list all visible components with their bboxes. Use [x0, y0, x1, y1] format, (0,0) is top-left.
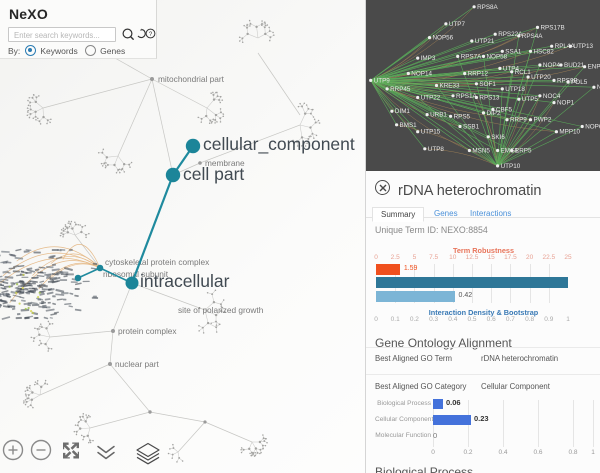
svg-text:cytoskeletal protein complex: cytoskeletal protein complex	[105, 257, 210, 267]
svg-text:KRE33: KRE33	[440, 83, 460, 90]
svg-text:SOF1: SOF1	[479, 81, 496, 88]
svg-text:cell part: cell part	[183, 164, 244, 184]
svg-text:DIM1: DIM1	[395, 108, 411, 115]
svg-text:cellular_component: cellular_component	[203, 134, 355, 155]
svg-text:POL5: POL5	[571, 79, 588, 86]
svg-text:UTP9: UTP9	[374, 77, 391, 84]
svg-text:IMP3: IMP3	[421, 55, 436, 62]
svg-text:HSC82: HSC82	[534, 48, 555, 55]
svg-text:DIP2: DIP2	[487, 110, 501, 117]
svg-text:intracellular: intracellular	[140, 271, 230, 291]
svg-text:UTP15: UTP15	[421, 129, 441, 136]
svg-text:SKI6: SKI6	[491, 134, 505, 141]
svg-text:UTP8: UTP8	[428, 146, 445, 153]
svg-text:RCL1: RCL1	[515, 69, 532, 76]
svg-text:NOP4: NOP4	[543, 62, 561, 69]
svg-text:SSB1: SSB1	[463, 124, 480, 131]
svg-text:RRP12: RRP12	[468, 71, 489, 78]
svg-text:NOP56: NOP56	[433, 35, 454, 42]
svg-text:UTP18: UTP18	[505, 86, 525, 93]
svg-text:RPS17B: RPS17B	[541, 24, 565, 31]
svg-text:UTP13: UTP13	[573, 43, 593, 50]
svg-text:nuclear part: nuclear part	[115, 359, 160, 369]
svg-text:mitochondrial part: mitochondrial part	[158, 74, 225, 84]
svg-text:UTP5: UTP5	[522, 96, 539, 103]
svg-text:UTP10: UTP10	[501, 163, 521, 170]
svg-text:RPS8A: RPS8A	[477, 4, 498, 11]
svg-text:UTP21: UTP21	[475, 38, 495, 45]
svg-text:NOP6: NOP6	[585, 124, 600, 131]
svg-text:MPP10: MPP10	[559, 129, 580, 136]
svg-text:protein complex: protein complex	[118, 326, 177, 336]
svg-text:UTP22: UTP22	[421, 95, 441, 102]
svg-text:SSA1: SSA1	[505, 48, 522, 55]
svg-text:RRP9: RRP9	[510, 117, 527, 124]
svg-text:RPS7A: RPS7A	[461, 53, 482, 60]
svg-text:RPL4A: RPL4A	[555, 43, 576, 50]
svg-text:site of polarized growth: site of polarized growth	[178, 305, 264, 315]
svg-text:ENP1: ENP1	[588, 64, 600, 71]
svg-text:RPS22A: RPS22A	[498, 31, 523, 38]
svg-text:UTP7: UTP7	[449, 21, 466, 28]
svg-text:BMS1: BMS1	[400, 122, 418, 129]
svg-text:RRP45: RRP45	[390, 86, 411, 93]
svg-text:URB1: URB1	[430, 112, 447, 119]
svg-text:NOP14: NOP14	[411, 71, 432, 78]
svg-text:MSN5: MSN5	[472, 148, 490, 155]
svg-text:RPS4A: RPS4A	[522, 33, 543, 40]
svg-text:RRP5: RRP5	[515, 148, 532, 155]
svg-text:NOP1: NOP1	[557, 100, 575, 107]
svg-text:RPS13: RPS13	[479, 95, 499, 102]
svg-text:RPS1A: RPS1A	[456, 93, 477, 100]
svg-text:RPS5: RPS5	[454, 113, 471, 120]
svg-text:UTP20: UTP20	[531, 74, 551, 81]
svg-text:PWP2: PWP2	[534, 117, 552, 124]
svg-text:BUD21: BUD21	[564, 62, 585, 69]
